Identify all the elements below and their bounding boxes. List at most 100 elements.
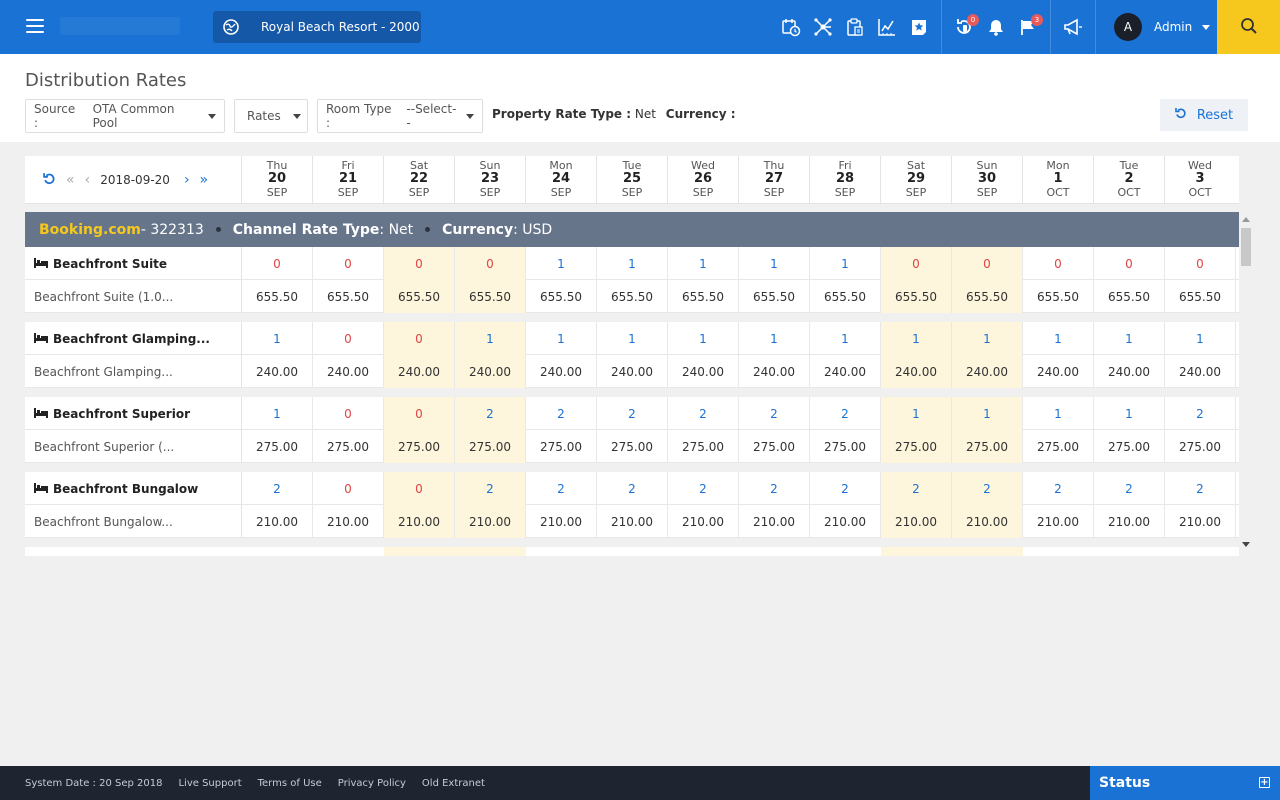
- rate-cell[interactable]: 240.00: [1023, 355, 1094, 388]
- refresh-icon[interactable]: [43, 172, 56, 189]
- double-chevron-right-icon[interactable]: »: [199, 172, 209, 188]
- availability-cell[interactable]: 1: [526, 247, 597, 280]
- availability-cell[interactable]: 2: [1165, 472, 1236, 505]
- availability-cell[interactable]: 0: [384, 472, 455, 505]
- rate-cell[interactable]: 275.00: [597, 430, 668, 463]
- availability-cell[interactable]: 2: [597, 472, 668, 505]
- availability-cell[interactable]: 2: [881, 472, 952, 505]
- availability-cell[interactable]: 2: [455, 472, 526, 505]
- network-icon[interactable]: [807, 0, 839, 54]
- availability-cell[interactable]: 2: [1165, 397, 1236, 430]
- availability-cell[interactable]: 1: [881, 397, 952, 430]
- availability-cell[interactable]: 2: [952, 472, 1023, 505]
- source-select[interactable]: Source : OTA Common Pool: [25, 99, 225, 133]
- availability-cell[interactable]: 2: [668, 397, 739, 430]
- availability-cell[interactable]: 0: [1165, 247, 1236, 280]
- rate-cell[interactable]: 275.00: [1094, 430, 1165, 463]
- rate-cell[interactable]: 210.00: [952, 505, 1023, 538]
- rate-cell[interactable]: 240.00: [952, 355, 1023, 388]
- availability-cell[interactable]: 2: [526, 397, 597, 430]
- rate-cell[interactable]: 210.00: [384, 505, 455, 538]
- rate-cell[interactable]: 275.00: [739, 430, 810, 463]
- availability-cell[interactable]: 2: [810, 472, 881, 505]
- availability-cell[interactable]: 1: [739, 322, 810, 355]
- rate-cell[interactable]: 275.00: [952, 430, 1023, 463]
- rate-cell[interactable]: 655.50: [313, 280, 384, 313]
- chevron-right-icon[interactable]: ›: [183, 172, 190, 188]
- scroll-thumb[interactable]: [1241, 228, 1251, 266]
- availability-cell[interactable]: 1: [242, 397, 313, 430]
- rate-cell[interactable]: 655.50: [526, 280, 597, 313]
- vertical-scrollbar[interactable]: [1240, 214, 1252, 552]
- flag-icon[interactable]: 3: [1012, 0, 1044, 54]
- rate-cell[interactable]: 240.00: [242, 355, 313, 388]
- rate-cell[interactable]: 240.00: [668, 355, 739, 388]
- search-button[interactable]: [1217, 0, 1280, 54]
- rate-cell[interactable]: 275.00: [1023, 430, 1094, 463]
- availability-cell[interactable]: 1: [1165, 322, 1236, 355]
- availability-cell[interactable]: 1: [597, 322, 668, 355]
- rate-cell[interactable]: 210.00: [810, 505, 881, 538]
- availability-cell[interactable]: 0: [1094, 247, 1165, 280]
- rate-cell[interactable]: 275.00: [1165, 430, 1236, 463]
- rate-cell[interactable]: 655.50: [1165, 280, 1236, 313]
- rate-cell[interactable]: 655.50: [668, 280, 739, 313]
- rotate-phone-icon[interactable]: 0: [948, 0, 980, 54]
- rate-cell[interactable]: 655.50: [1094, 280, 1165, 313]
- rate-cell[interactable]: 655.50: [1023, 280, 1094, 313]
- availability-cell[interactable]: 1: [952, 322, 1023, 355]
- rate-cell[interactable]: 210.00: [242, 505, 313, 538]
- rate-cell[interactable]: 655.50: [455, 280, 526, 313]
- chevron-left-icon[interactable]: ‹: [84, 172, 91, 188]
- availability-cell[interactable]: 0: [313, 472, 384, 505]
- rate-cell[interactable]: 275.00: [384, 430, 455, 463]
- availability-cell[interactable]: 1: [810, 322, 881, 355]
- rates-select[interactable]: Rates: [234, 99, 308, 133]
- availability-cell[interactable]: 1: [1023, 397, 1094, 430]
- double-chevron-left-icon[interactable]: «: [66, 172, 75, 188]
- availability-cell[interactable]: 0: [242, 247, 313, 280]
- availability-cell[interactable]: 0: [384, 247, 455, 280]
- availability-cell[interactable]: 0: [313, 397, 384, 430]
- rate-cell[interactable]: 210.00: [1094, 505, 1165, 538]
- rate-cell[interactable]: 210.00: [526, 505, 597, 538]
- rate-cell[interactable]: 240.00: [455, 355, 526, 388]
- rate-cell[interactable]: 655.50: [810, 280, 881, 313]
- rate-cell[interactable]: 655.50: [384, 280, 455, 313]
- rate-cell[interactable]: 240.00: [739, 355, 810, 388]
- availability-cell[interactable]: 0: [384, 397, 455, 430]
- rate-cell[interactable]: 655.50: [242, 280, 313, 313]
- room-type-select[interactable]: Room Type : --Select--: [317, 99, 483, 133]
- rate-cell[interactable]: 275.00: [242, 430, 313, 463]
- menu-icon[interactable]: [26, 19, 44, 33]
- rate-cell[interactable]: 210.00: [313, 505, 384, 538]
- availability-cell[interactable]: 2: [739, 397, 810, 430]
- availability-cell[interactable]: 1: [881, 322, 952, 355]
- rate-cell[interactable]: 210.00: [668, 505, 739, 538]
- availability-cell[interactable]: 1: [810, 247, 881, 280]
- rate-cell[interactable]: 240.00: [810, 355, 881, 388]
- rate-cell[interactable]: 655.50: [597, 280, 668, 313]
- rate-cell[interactable]: 240.00: [526, 355, 597, 388]
- availability-cell[interactable]: 2: [1094, 472, 1165, 505]
- availability-cell[interactable]: 0: [1023, 247, 1094, 280]
- availability-cell[interactable]: 1: [668, 322, 739, 355]
- rate-cell[interactable]: 210.00: [597, 505, 668, 538]
- availability-cell[interactable]: 0: [881, 247, 952, 280]
- status-panel-toggle[interactable]: Status +: [1090, 766, 1280, 800]
- footer-link-privacy[interactable]: Privacy Policy: [337, 777, 406, 789]
- calendar-clock-icon[interactable]: [775, 0, 807, 54]
- availability-cell[interactable]: 2: [526, 472, 597, 505]
- availability-cell[interactable]: 1: [597, 247, 668, 280]
- rate-cell[interactable]: 275.00: [313, 430, 384, 463]
- rate-cell[interactable]: 210.00: [1023, 505, 1094, 538]
- availability-cell[interactable]: 1: [526, 322, 597, 355]
- scroll-up-icon[interactable]: [1242, 217, 1250, 222]
- room-name[interactable]: Beachfront Glamping...: [25, 322, 242, 355]
- footer-link-terms[interactable]: Terms of Use: [257, 777, 322, 789]
- availability-cell[interactable]: 1: [668, 247, 739, 280]
- availability-cell[interactable]: 1: [739, 247, 810, 280]
- availability-cell[interactable]: 0: [313, 247, 384, 280]
- rate-cell[interactable]: 655.50: [952, 280, 1023, 313]
- rate-cell[interactable]: 275.00: [881, 430, 952, 463]
